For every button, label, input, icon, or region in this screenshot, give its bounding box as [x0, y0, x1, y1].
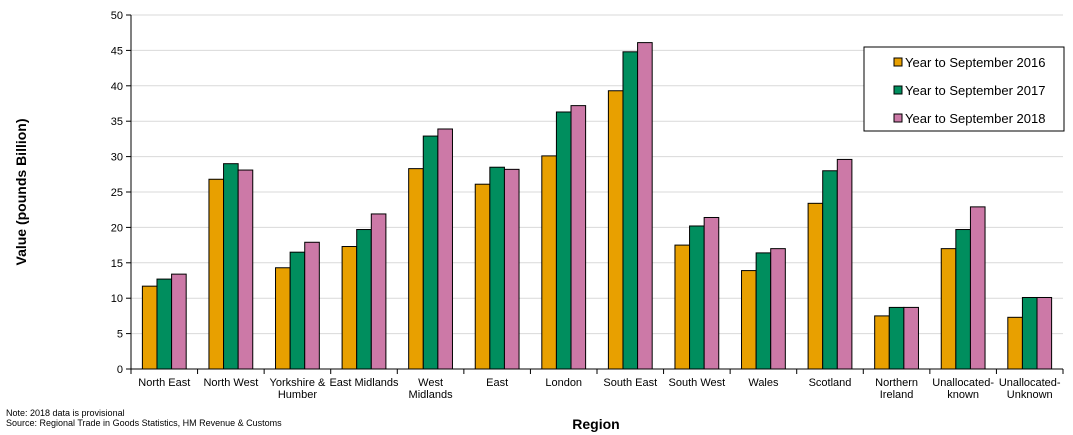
bar — [822, 170, 838, 370]
y-tick-label: 30 — [111, 152, 123, 164]
x-tick-label: Northern — [875, 377, 918, 389]
bar — [903, 306, 919, 370]
x-axis-labels: North East North West Yorkshire &Humber Eas… — [130, 369, 1064, 401]
x-tick-label: Unallocated- — [932, 377, 994, 389]
legend-label: Year to September 2016 — [905, 55, 1045, 70]
bar — [888, 306, 905, 370]
y-tick-label: 25 — [111, 187, 123, 199]
bar — [208, 178, 225, 370]
bar — [275, 267, 291, 370]
y-tick-label: 45 — [111, 45, 123, 57]
bar — [807, 202, 824, 370]
bar — [689, 225, 705, 370]
bar — [370, 213, 387, 370]
x-tick-label: Humber — [278, 389, 317, 401]
bar — [408, 168, 424, 370]
bar — [836, 158, 853, 370]
bar — [969, 206, 986, 370]
y-tick-label: 50 — [111, 10, 123, 22]
x-tick-label: West — [418, 377, 443, 389]
bar — [755, 252, 772, 370]
x-tick-label: East Midlands — [329, 377, 399, 389]
bars — [141, 42, 1053, 370]
legend-swatch — [893, 113, 903, 123]
y-tick-label: 10 — [111, 293, 123, 305]
x-tick-label: Scotland — [809, 377, 852, 389]
bar — [674, 244, 691, 370]
x-tick-label: East — [486, 377, 508, 389]
x-tick-label: known — [947, 389, 979, 401]
bar — [770, 248, 786, 370]
x-axis-title: Region — [572, 416, 619, 432]
x-tick-label: North West — [203, 377, 258, 389]
x-tick-label: Midlands — [409, 389, 454, 401]
bar — [422, 135, 439, 370]
y-tick-label: 20 — [111, 222, 123, 234]
bar — [637, 42, 653, 370]
bar — [356, 229, 372, 370]
bar — [437, 128, 453, 370]
y-tick-label: 0 — [117, 364, 123, 376]
bar — [703, 216, 720, 370]
bar — [156, 278, 173, 370]
x-tick-label: South West — [669, 377, 726, 389]
bar — [223, 163, 239, 370]
bar — [940, 248, 957, 370]
x-tick-label: London — [545, 377, 582, 389]
x-tick-label: Unknown — [1007, 389, 1053, 401]
bar — [503, 168, 520, 370]
legend-label: Year to September 2018 — [905, 111, 1045, 126]
bar — [570, 105, 587, 370]
bar — [489, 166, 505, 370]
x-tick-label: Wales — [748, 377, 779, 389]
x-tick-label: South East — [603, 377, 657, 389]
notes: Note: 2018 data is provisional Source: R… — [6, 408, 282, 428]
bar — [474, 183, 491, 370]
y-tick-label: 35 — [111, 116, 123, 128]
bar — [341, 246, 358, 370]
note-provisional: Note: 2018 data is provisional — [6, 408, 125, 418]
bar — [741, 270, 757, 370]
y-axis-ticks: 0 5 10 15 20 25 30 35 40 45 50 — [111, 10, 131, 376]
bar — [304, 241, 320, 370]
bar — [171, 273, 187, 370]
bar — [555, 111, 572, 370]
bar — [955, 229, 971, 370]
bar — [1036, 296, 1053, 370]
y-tick-label: 15 — [111, 258, 123, 270]
x-tick-label: Unallocated- — [999, 377, 1061, 389]
y-axis-title: Value (pounds Billion) — [13, 119, 29, 266]
bar — [237, 169, 254, 370]
bar — [141, 285, 158, 370]
legend: Year to September 2016 Year to September … — [863, 46, 1065, 132]
x-tick-label: Yorkshire & — [270, 377, 327, 389]
y-tick-label: 5 — [117, 329, 123, 341]
legend-label: Year to September 2017 — [905, 83, 1045, 98]
bar — [1007, 316, 1023, 370]
bar — [607, 90, 624, 370]
legend-swatch — [893, 85, 903, 95]
x-tick-label: North East — [138, 377, 190, 389]
bar — [541, 155, 557, 370]
bar — [1021, 296, 1038, 370]
y-tick-label: 40 — [111, 81, 123, 93]
legend-swatch — [893, 57, 903, 67]
note-source: Source: Regional Trade in Goods Statisti… — [6, 418, 282, 428]
bar — [874, 315, 890, 370]
x-tick-label: Ireland — [880, 389, 914, 401]
bar — [289, 251, 306, 370]
bar — [622, 51, 639, 370]
